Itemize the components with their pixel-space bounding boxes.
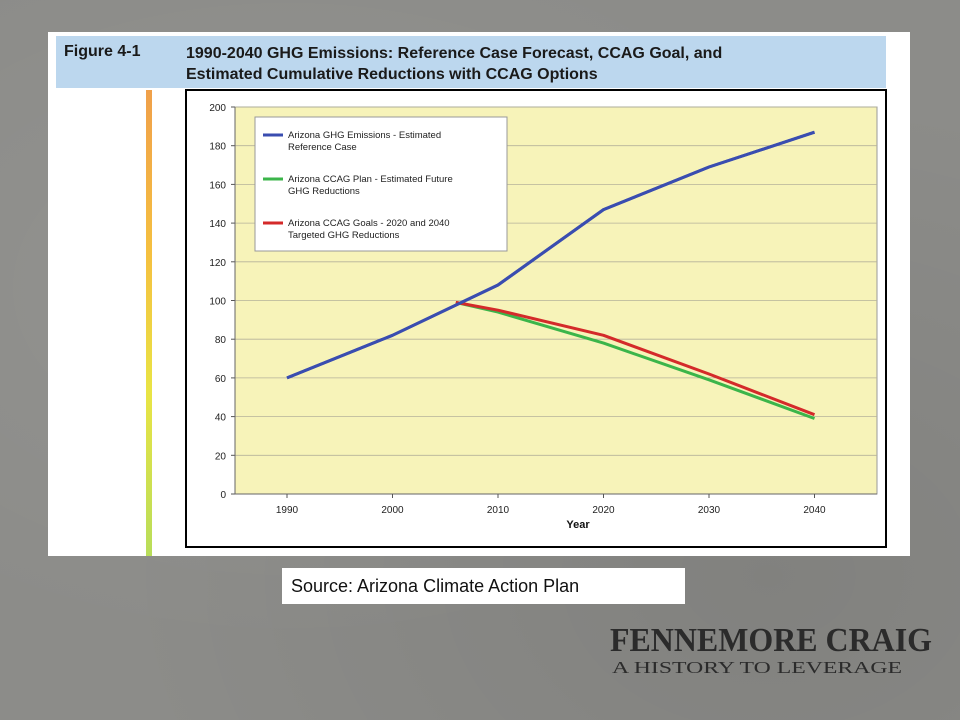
- y-tick-label: 60: [215, 374, 227, 385]
- logo-name: FENNEMORE CRAIG: [610, 622, 932, 659]
- y-tick-label: 120: [209, 258, 226, 269]
- y-tick-label: 40: [215, 413, 227, 424]
- x-tick-label: 2040: [803, 505, 826, 516]
- y-tick-label: 80: [215, 335, 227, 346]
- x-tick-label: 2000: [381, 505, 404, 516]
- legend-entry: Arizona CCAG Plan - Estimated Future GHG …: [288, 174, 453, 197]
- figure-header: Figure 4-1 1990-2040 GHG Emissions: Refe…: [56, 36, 886, 88]
- source-caption: Source: Arizona Climate Action Plan: [282, 568, 685, 604]
- chart-frame: 0 20 40 60 80 100 120 140 160 180 200 1990 2000 2010 2…: [185, 89, 887, 548]
- x-tick-label: 2030: [698, 505, 721, 516]
- y-tick-label: 200: [209, 103, 226, 114]
- y-tick-label: 160: [209, 180, 226, 191]
- legend-entry: Arizona GHG Emissions - Estimated Referen…: [288, 130, 441, 153]
- logo-tagline: A HISTORY TO LEVERAGE: [612, 658, 902, 677]
- figure-title-line2: Estimated Cumulative Reductions with CCA…: [186, 66, 598, 83]
- figure-title-line1: 1990-2040 GHG Emissions: Reference Case …: [186, 45, 723, 62]
- y-tick-label: 140: [209, 219, 226, 230]
- x-tick-label: 2010: [487, 505, 510, 516]
- fennemore-craig-logo: FENNEMORE CRAIG A HISTORY TO LEVERAGE: [608, 615, 938, 687]
- y-tick-label: 0: [220, 490, 226, 501]
- series-line-1-overlay: [286, 130, 815, 380]
- figure-title: 1990-2040 GHG Emissions: Reference Case …: [186, 43, 876, 85]
- x-axis-label: Year: [566, 519, 590, 531]
- x-tick-label: 2020: [592, 505, 615, 516]
- series-line-3: [455, 300, 816, 417]
- y-tick-label: 180: [209, 142, 226, 153]
- y-tick-label: 100: [209, 297, 226, 308]
- x-tick-label: 1990: [276, 505, 299, 516]
- legend-entry: Arizona CCAG Goals - 2020 and 2040 Target…: [288, 218, 450, 241]
- y-tick-label: 20: [215, 451, 227, 462]
- legend-box: [254, 116, 508, 252]
- color-strip: [146, 90, 152, 556]
- figure-number: Figure 4-1: [64, 43, 141, 60]
- figure-panel: Figure 4-1 1990-2040 GHG Emissions: Refe…: [48, 32, 910, 556]
